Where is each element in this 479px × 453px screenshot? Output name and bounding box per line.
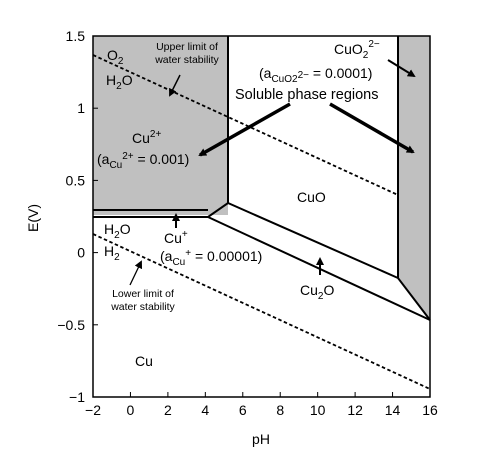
x-tick-label: 14 <box>385 402 401 418</box>
cu2-activity-label: (aCu2+ = 0.001) <box>97 151 189 171</box>
axis-tick-labels: −2 0 2 4 6 8 10 12 14 16 −1 −0.5 0 0.5 1 1.5 <box>57 28 438 418</box>
h2o-top-label: H2O <box>106 72 133 92</box>
x-tick-label: 6 <box>239 402 247 418</box>
x-tick-label: 8 <box>276 402 284 418</box>
y-tick-label: 1 <box>77 100 85 116</box>
cuo2-activity-label: (aCuO22− = 0.0001) <box>259 65 372 85</box>
o2-label: O2 <box>107 47 124 67</box>
soluble-phase-label: Soluble phase regions <box>235 87 379 103</box>
upper-limit-label-1: Upper limit of <box>156 41 218 53</box>
axis-ticks <box>92 35 431 398</box>
cuo-label: CuO <box>297 189 326 205</box>
x-tick-label: 12 <box>347 402 363 418</box>
cuo2-label: CuO22− <box>334 39 380 61</box>
x-tick-label: 16 <box>422 402 438 418</box>
y-tick-label: 0.5 <box>66 172 86 188</box>
lower-limit-label-2: water stability <box>110 301 175 313</box>
lower-limit-label-1: Lower limit of <box>112 288 174 300</box>
lower-water-limit-line <box>92 233 431 390</box>
upper-water-limit-line <box>92 54 399 196</box>
x-axis-label: pH <box>252 431 270 447</box>
y-tick-label: 0 <box>77 245 85 261</box>
soluble-arrow-left <box>198 102 291 157</box>
x-tick-label: 10 <box>310 402 326 418</box>
cuo2-arrow <box>387 59 416 78</box>
cuplus-activity-label: (aCu+ = 0.00001) <box>160 248 262 268</box>
x-tick-label: −2 <box>85 402 101 418</box>
upper-limit-label-2: water stability <box>154 54 219 66</box>
x-tick-label: 4 <box>201 402 209 418</box>
cu2o-label: Cu2O <box>300 282 334 302</box>
y-axis-label: E(V) <box>25 204 41 232</box>
h2-mid-label: H2 <box>104 243 120 263</box>
upper-limit-arrow <box>169 74 181 97</box>
cu2-soluble-region <box>93 36 228 215</box>
h2o-mid-label: H2O <box>104 221 131 241</box>
cuo2-soluble-region <box>398 36 430 320</box>
cu2-label: Cu2+ <box>132 129 161 146</box>
y-tick-label: −1 <box>69 389 85 405</box>
y-tick-label: −0.5 <box>57 317 85 333</box>
lower-limit-arrow <box>129 260 143 286</box>
cuplus-label: Cu+ <box>164 229 188 246</box>
plot-frame <box>92 35 431 398</box>
cu-label: Cu <box>135 353 153 369</box>
x-tick-label: 2 <box>164 402 172 418</box>
y-tick-label: 1.5 <box>66 28 86 44</box>
x-tick-label: 0 <box>127 402 135 418</box>
soluble-arrow-right <box>329 102 415 154</box>
